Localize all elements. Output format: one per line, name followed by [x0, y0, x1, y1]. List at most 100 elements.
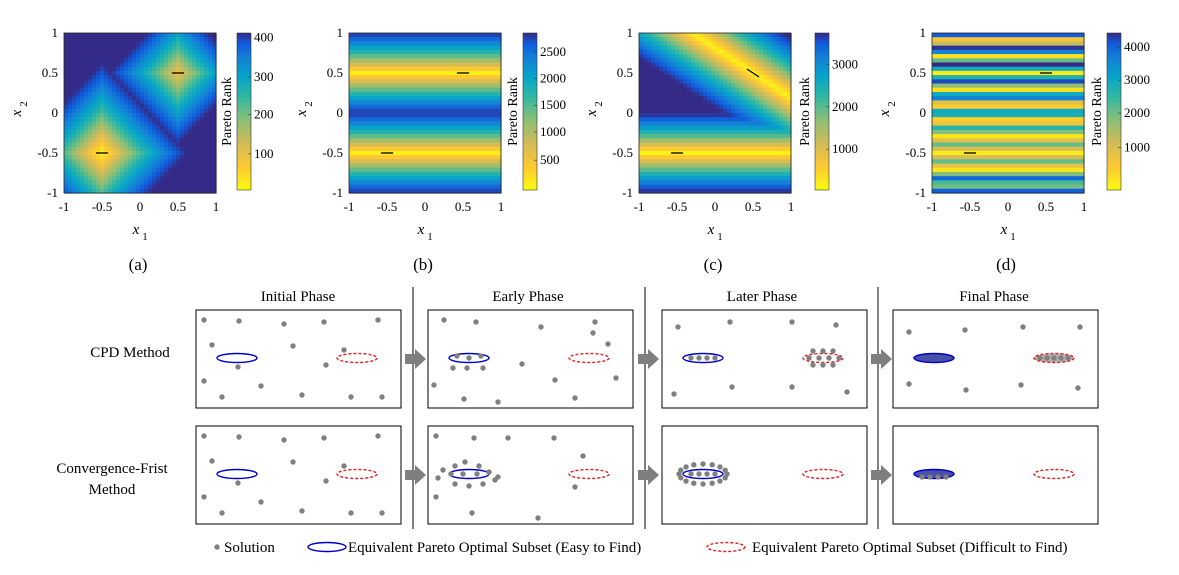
heatmap-cell [393, 180, 398, 186]
heatmap-cell [144, 33, 149, 38]
heatmap-cell [160, 163, 165, 169]
heatmap-cell [389, 83, 394, 89]
heatmap-cell [180, 134, 185, 139]
heatmap-cell [936, 41, 941, 47]
heatmap-cell [180, 159, 185, 165]
heatmap-cell [747, 184, 752, 190]
heatmap-cell [473, 58, 478, 64]
heatmap-cell [64, 91, 69, 97]
heatmap-cell [651, 100, 656, 106]
heatmap-cell [160, 79, 165, 85]
heatmap-cell [771, 184, 776, 190]
heatmap-cell [481, 45, 486, 51]
heatmap-cell [413, 113, 418, 118]
heatmap-cell [1040, 58, 1045, 64]
heatmap-cell [695, 87, 700, 93]
heatmap-cell [365, 49, 370, 55]
heatmap-cell [767, 142, 772, 148]
heatmap-cell [783, 75, 788, 80]
heatmap-cell [425, 180, 430, 186]
heatmap-cell [437, 66, 442, 72]
heatmap-cell [369, 180, 374, 186]
heatmap-cell [377, 150, 382, 156]
heatmap-cell [711, 117, 716, 123]
heatmap-cell [128, 134, 133, 139]
heatmap-cell [80, 108, 85, 114]
heatmap-cell [493, 129, 498, 135]
heatmap-cell [639, 37, 644, 43]
heatmap-cell [980, 41, 985, 47]
heatmap-cell [707, 167, 712, 173]
heatmap-cell [655, 129, 660, 135]
heatmap-cell [711, 155, 716, 160]
heatmap-cell [723, 54, 728, 59]
heatmap-cell [687, 188, 692, 194]
heatmap-cell [144, 180, 149, 186]
heatmap-cell [667, 104, 672, 110]
heatmap-cell [188, 33, 193, 38]
heatmap-cell [148, 100, 153, 106]
heatmap-cell [429, 142, 434, 148]
heatmap-cell [196, 134, 201, 139]
heatmap-cell [679, 113, 684, 118]
heatmap-cell [88, 33, 93, 38]
heatmap-cell [968, 45, 973, 51]
heatmap-cell [128, 159, 133, 165]
heatmap-cell [116, 176, 121, 181]
heatmap-cell [655, 180, 660, 186]
heatmap-cell [128, 150, 133, 156]
heatmap-cell [124, 117, 129, 123]
heatmap-cell [477, 104, 482, 110]
heatmap-cell [687, 184, 692, 190]
heatmap-cell [659, 83, 664, 89]
heatmap-cell [84, 113, 89, 118]
heatmap-cell [1068, 83, 1073, 89]
heatmap-cell [409, 41, 414, 47]
heatmap-cell [168, 104, 173, 110]
heatmap-cell [100, 155, 105, 160]
heatmap-cell [699, 79, 704, 85]
heatmap-cell [441, 45, 446, 51]
heatmap-cell [735, 100, 740, 106]
heatmap-cell [172, 121, 177, 127]
heatmap-cell [1044, 41, 1049, 47]
heatmap-cell [715, 167, 720, 173]
heatmap-cell [100, 54, 105, 59]
heatmap-cell [421, 33, 426, 38]
heatmap-cell [373, 184, 378, 190]
heatmap-cell [739, 125, 744, 131]
heatmap-cell [944, 91, 949, 97]
heatmap-cell [972, 54, 977, 59]
heatmap-cell [964, 37, 969, 43]
heatmap-cell [377, 45, 382, 51]
heatmap-cell [988, 66, 993, 72]
heatmap-cell [385, 54, 390, 59]
heatmap-cell [457, 150, 462, 156]
heatmap-cell [84, 33, 89, 38]
heatmap-cell [735, 134, 740, 139]
heatmap-cell [128, 83, 133, 89]
heatmap-cell [699, 75, 704, 80]
heatmap-cell [397, 79, 402, 85]
heatmap-cell [361, 171, 366, 177]
heatmap-cell [112, 58, 117, 64]
heatmap-cell [389, 146, 394, 152]
heatmap-cell [349, 45, 354, 51]
heatmap-cell [429, 113, 434, 118]
heatmap-cell [687, 75, 692, 80]
heatmap-cell [377, 62, 382, 68]
heatmap-cell [88, 155, 93, 160]
heatmap-cell [180, 62, 185, 68]
heatmap-cell [787, 66, 792, 72]
heatmap-cell [671, 54, 676, 59]
heatmap-cell [88, 45, 93, 51]
heatmap-cell [691, 159, 696, 165]
heatmap-cell [715, 100, 720, 106]
heatmap-cell [405, 184, 410, 190]
heatmap-cell [365, 117, 370, 123]
heatmap-cell [212, 70, 217, 76]
heatmap-cell [421, 129, 426, 135]
heatmap-cell [72, 37, 77, 43]
heatmap-cell [421, 117, 426, 123]
heatmap-cell [64, 113, 69, 118]
